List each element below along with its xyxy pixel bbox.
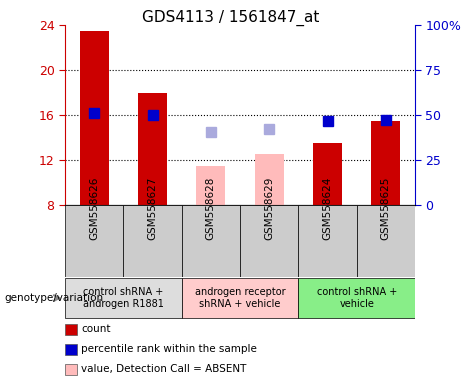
- Bar: [138, 93, 167, 205]
- Text: GDS4113 / 1561847_at: GDS4113 / 1561847_at: [142, 10, 319, 26]
- Text: genotype/variation: genotype/variation: [5, 293, 104, 303]
- Bar: [371, 121, 401, 205]
- Bar: [298, 205, 357, 277]
- Bar: [80, 31, 109, 205]
- Text: value, Detection Call = ABSENT: value, Detection Call = ABSENT: [81, 364, 247, 374]
- Bar: [357, 205, 415, 277]
- Bar: [182, 205, 240, 277]
- Text: control shRNA +
androgen R1881: control shRNA + androgen R1881: [83, 287, 164, 309]
- Bar: [65, 278, 182, 318]
- Bar: [124, 205, 182, 277]
- Bar: [254, 154, 284, 205]
- Bar: [298, 278, 415, 318]
- Text: GSM558627: GSM558627: [148, 176, 158, 240]
- Text: GSM558624: GSM558624: [323, 176, 332, 240]
- Text: androgen receptor
shRNA + vehicle: androgen receptor shRNA + vehicle: [195, 287, 285, 309]
- Text: count: count: [81, 324, 111, 334]
- Text: percentile rank within the sample: percentile rank within the sample: [81, 344, 257, 354]
- Bar: [65, 205, 124, 277]
- Text: GSM558625: GSM558625: [381, 176, 391, 240]
- Bar: [196, 166, 225, 205]
- Bar: [313, 143, 342, 205]
- Bar: [240, 205, 298, 277]
- Text: control shRNA +
vehicle: control shRNA + vehicle: [317, 287, 397, 309]
- Text: GSM558626: GSM558626: [89, 176, 99, 240]
- Text: GSM558629: GSM558629: [264, 176, 274, 240]
- Bar: [182, 278, 298, 318]
- Text: GSM558628: GSM558628: [206, 176, 216, 240]
